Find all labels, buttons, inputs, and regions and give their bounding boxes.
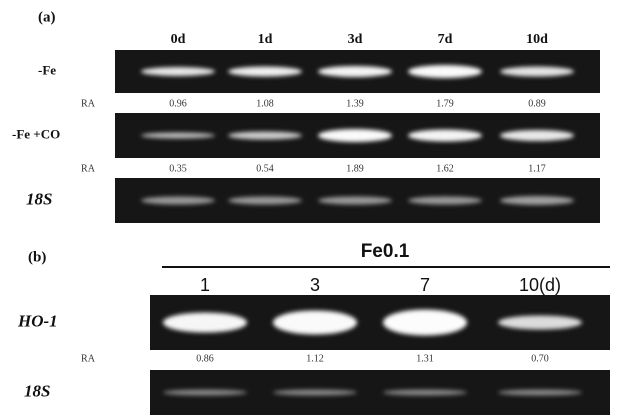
band (498, 315, 582, 330)
ra-value: 0.70 (531, 353, 549, 364)
row-label: 18S (24, 381, 50, 400)
row-label: -Fe +CO (12, 126, 60, 141)
ra-value: 0.96 (169, 98, 187, 109)
ra-value: 1.08 (256, 98, 274, 109)
band (383, 309, 467, 336)
ra-value: 0.54 (256, 163, 274, 174)
band (498, 389, 582, 396)
band (500, 66, 574, 77)
column-label: 3 (310, 275, 320, 295)
column-label: 1 (200, 275, 210, 295)
band (500, 196, 574, 205)
band (163, 312, 247, 333)
band (228, 66, 302, 77)
panel-label: (a) (38, 9, 56, 25)
ra-value: 1.39 (346, 98, 364, 109)
band (318, 196, 392, 205)
row-label: HO-1 (17, 311, 58, 330)
column-label: 7d (438, 32, 453, 47)
band (408, 129, 482, 142)
band (273, 310, 357, 335)
column-label: 7 (420, 275, 430, 295)
band (318, 66, 392, 77)
column-label: 3d (348, 32, 363, 47)
column-label: 1d (258, 32, 273, 47)
band (141, 67, 215, 76)
ra-value: 0.89 (528, 98, 546, 109)
ra-value: 1.79 (436, 98, 454, 109)
ra-value: 1.62 (436, 163, 454, 174)
ra-value: 0.35 (169, 163, 187, 174)
ra-value: 1.17 (528, 163, 546, 174)
row-label: -Fe (38, 62, 56, 77)
band (408, 65, 482, 78)
ra-label: RA (81, 163, 96, 174)
ra-value: 1.89 (346, 163, 364, 174)
ra-value: 1.12 (306, 353, 324, 364)
group-label: Fe0.1 (361, 241, 410, 262)
row-label: 18S (26, 189, 52, 208)
panel-label: (b) (28, 249, 46, 265)
band (318, 129, 392, 142)
column-label: 10(d) (519, 275, 561, 295)
column-label: 0d (171, 32, 186, 47)
band (408, 196, 482, 205)
band (228, 131, 302, 140)
ra-value: 1.31 (416, 353, 434, 364)
band (228, 196, 302, 205)
column-label: 10d (526, 32, 548, 47)
band (163, 389, 247, 396)
band (500, 130, 574, 141)
band (141, 132, 215, 139)
ra-value: 0.86 (196, 353, 214, 364)
band (383, 389, 467, 396)
ra-label: RA (81, 98, 96, 109)
band (273, 389, 357, 396)
ra-label: RA (81, 353, 96, 364)
band (141, 196, 215, 205)
